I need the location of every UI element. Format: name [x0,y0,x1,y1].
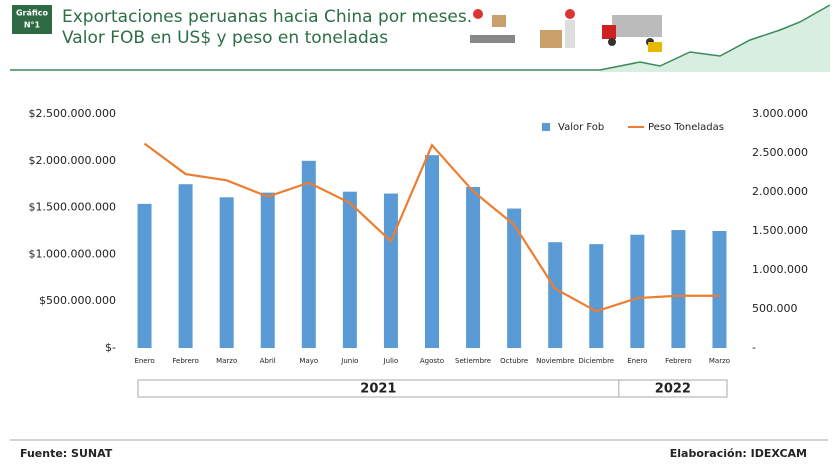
y2-tick-label: 2.500.000 [752,146,808,159]
x-tick-label: Enero [627,357,647,365]
credit: Elaboración: IDEXCAM [670,447,807,460]
badge-text: Gráfico [16,9,49,18]
decor-area [600,5,830,72]
year-row [137,379,728,398]
title: Valor FOB en US$ y peso en toneladas [62,28,388,48]
year-label: 2021 [360,382,396,397]
chart: $- $500.000.000 $1.000.000.000 $1.500.000.0… [29,107,808,398]
y-tick-label: $1.000.000.000 [29,247,116,260]
year-label: 2022 [655,382,691,397]
bar [301,160,316,348]
legend-label: Valor Fob [558,122,604,133]
legend-label: Peso Toneladas [648,122,724,133]
x-tick-label: Marzo [216,357,237,365]
x-tick-label: Febrero [172,357,198,365]
bar [630,234,645,348]
bar [178,184,193,348]
bar [219,197,234,348]
decor-icons [470,9,662,52]
y2-tick-label: 2.000.000 [752,185,808,198]
bar [466,187,481,348]
bar [260,192,275,348]
x-tick-label: Junio [340,357,358,365]
x-tick-label: Diciembre [578,357,614,365]
x-tick-label: Octubre [500,357,528,365]
y2-tick-label: - [752,341,756,354]
bar [425,155,439,348]
badge [12,5,52,34]
line [143,142,720,313]
x-tick-label: Noviembre [536,357,574,365]
x-tick-label: Enero [134,357,154,365]
x-tick-label: Abril [260,357,276,365]
legend-swatch [542,123,550,131]
x-tick-label: Agosto [420,357,444,365]
x-tick-label: Febrero [665,357,691,365]
title: Exportaciones peruanas hacia China por m… [62,7,472,27]
bar [342,191,357,348]
x-tick-label: Setiembre [455,357,491,365]
badge-text: N°1 [24,21,41,30]
bar [137,203,152,348]
y-tick-label: $2.000.000.000 [29,154,116,167]
x-tick-label: Julio [383,357,399,365]
y-tick-label: $2.500.000.000 [29,107,116,120]
x-tick-label: Marzo [709,357,730,365]
bar [589,244,604,348]
decor-line [10,4,831,71]
bar [507,208,522,348]
source: Fuente: SUNAT [20,447,113,460]
y-tick-label: $1.500.000.000 [29,201,116,214]
y-tick-label: $500.000.000 [39,294,116,307]
x-tick-label: Mayo [299,357,318,365]
y2-tick-label: 3.000.000 [752,107,808,120]
bar [712,231,727,348]
y2-tick-label: 500.000 [752,302,798,315]
y2-tick-label: 1.000.000 [752,263,808,276]
bar [671,230,686,348]
y-tick-label: $- [105,341,116,354]
bar [383,193,398,348]
bar [548,242,563,348]
y2-tick-label: 1.500.000 [752,224,808,237]
